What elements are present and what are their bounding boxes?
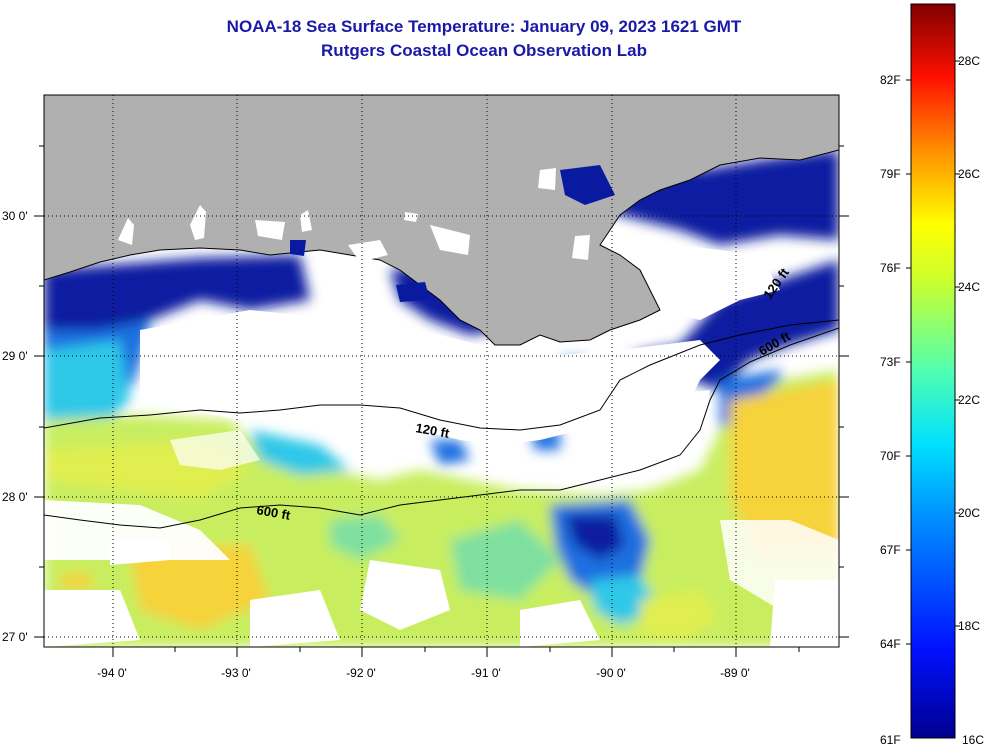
colorbar-gradient xyxy=(910,3,956,739)
lat-tick-label: 30 0' xyxy=(2,209,28,223)
colorbar-f-label: 82F xyxy=(880,73,901,87)
cloud-patches xyxy=(44,240,839,647)
lat-tick-label: 27 0' xyxy=(2,630,28,644)
colorbar-f-label: 67F xyxy=(880,543,901,557)
colorbar-c-label: 26C xyxy=(958,167,980,181)
colorbar: 82F 79F 76F 73F 70F 67F 64F 61F 28C 26C … xyxy=(880,3,984,747)
colorbar-c-labels: 28C 26C 24C 22C 20C 18C 16C xyxy=(958,54,984,747)
map-area: 120 ft 600 ft 600 ft 120 ft xyxy=(44,95,839,647)
lon-tick-label: -93 0' xyxy=(221,666,251,680)
lon-tick-label: -94 0' xyxy=(97,666,127,680)
isobath-120ft xyxy=(44,319,839,431)
colorbar-c-label: 24C xyxy=(958,280,980,294)
map-subtitle: Rutgers Coastal Ocean Observation Lab xyxy=(321,41,647,60)
lon-tick-label: -91 0' xyxy=(471,666,501,680)
colorbar-ticks xyxy=(906,60,960,645)
colorbar-c-label: 16C xyxy=(962,733,984,747)
louisiana-land xyxy=(44,95,839,345)
isobath-600ft xyxy=(44,327,839,529)
colorbar-f-label: 73F xyxy=(880,355,901,369)
lat-tick-labels: 30 0' 29 0' 28 0' 27 0' xyxy=(2,209,28,644)
colorbar-f-label: 64F xyxy=(880,637,901,651)
lat-tick-label: 28 0' xyxy=(2,490,28,504)
contour-label-120ft-west: 120 ft xyxy=(414,420,451,441)
colorbar-c-label: 18C xyxy=(958,619,980,633)
colorbar-f-label: 61F xyxy=(880,733,901,747)
colorbar-f-label: 70F xyxy=(880,449,901,463)
inland-water xyxy=(290,165,615,302)
contour-label-600ft-west: 600 ft xyxy=(255,502,292,523)
colorbar-c-label: 28C xyxy=(958,54,980,68)
lon-tick-label: -90 0' xyxy=(596,666,626,680)
colorbar-f-labels: 82F 79F 76F 73F 70F 67F 64F 61F xyxy=(880,73,901,747)
lat-tick-label: 29 0' xyxy=(2,349,28,363)
colorbar-c-label: 22C xyxy=(958,393,980,407)
colorbar-c-label: 20C xyxy=(958,506,980,520)
lon-tick-label: -92 0' xyxy=(346,666,376,680)
colorbar-f-label: 76F xyxy=(880,261,901,275)
coastline xyxy=(44,149,839,346)
map-title: NOAA-18 Sea Surface Temperature: January… xyxy=(226,17,742,36)
graticule xyxy=(44,95,839,647)
colorbar-f-label: 79F xyxy=(880,167,901,181)
lon-tick-labels: -94 0' -93 0' -92 0' -91 0' -90 0' -89 0… xyxy=(97,666,750,680)
lon-tick-label: -89 0' xyxy=(720,666,750,680)
axis-ticks xyxy=(34,145,849,657)
map-frame xyxy=(43,94,840,648)
